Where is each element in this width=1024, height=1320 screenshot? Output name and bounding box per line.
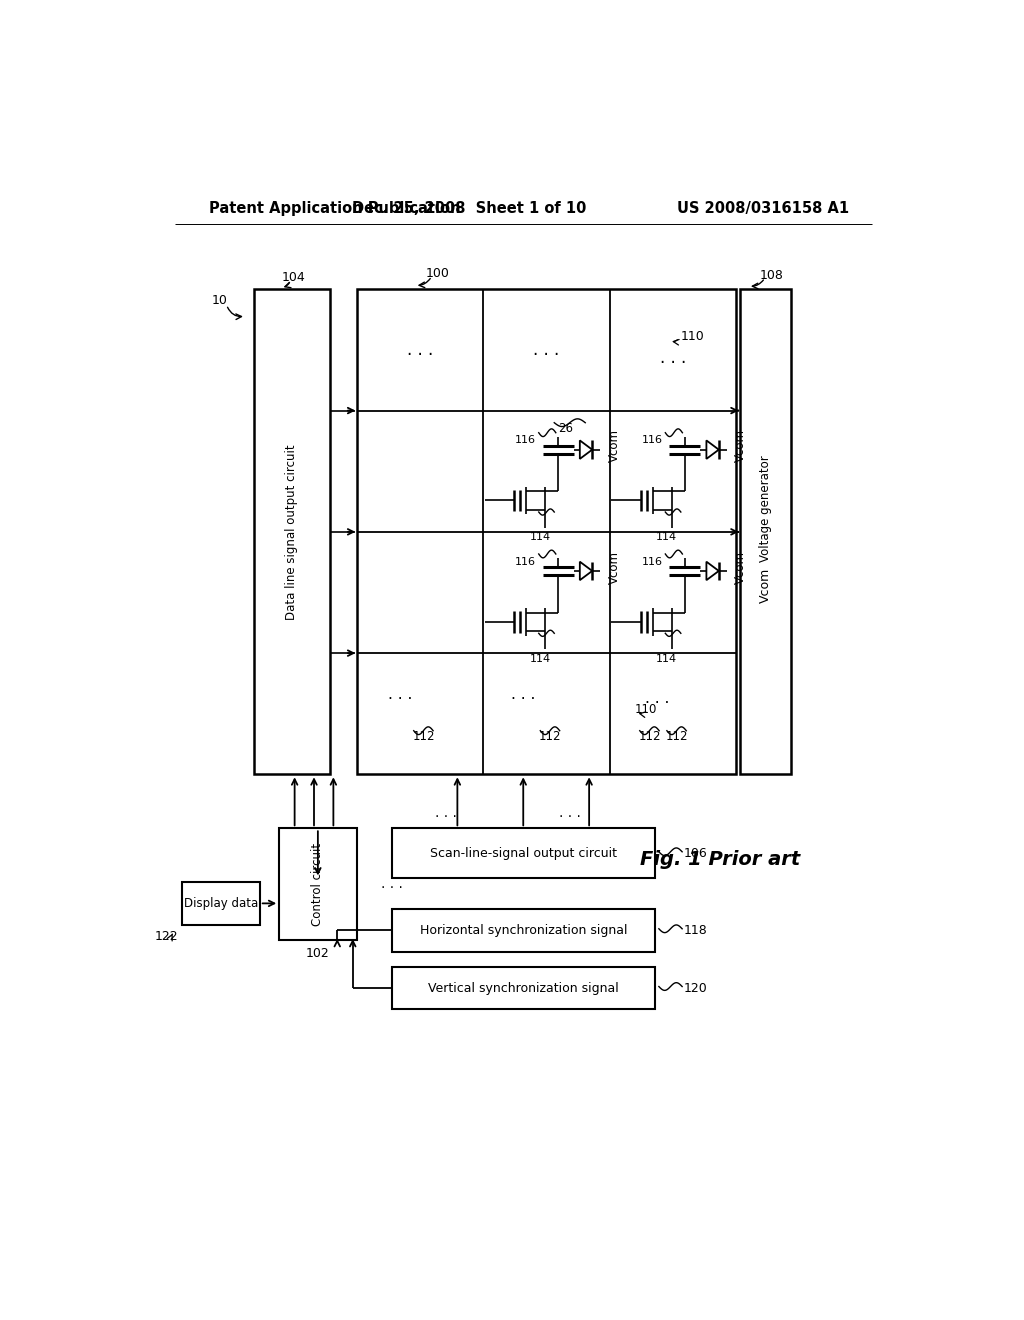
Text: Patent Application Publication: Patent Application Publication	[209, 201, 461, 216]
Text: Voltage generator: Voltage generator	[759, 455, 772, 562]
Text: 102: 102	[306, 948, 330, 961]
Bar	[391, 829, 655, 878]
Text: . . .: . . .	[381, 876, 402, 891]
Text: Horizontal synchronization signal: Horizontal synchronization signal	[420, 924, 627, 937]
Text: Vcom: Vcom	[759, 568, 772, 603]
Text: 118: 118	[683, 924, 708, 937]
Text: 112: 112	[413, 730, 435, 743]
Text: . . .: . . .	[511, 686, 536, 702]
Bar	[391, 909, 655, 952]
Text: Data line signal output circuit: Data line signal output circuit	[285, 444, 298, 619]
Text: 114: 114	[529, 532, 551, 543]
Text: . . .: . . .	[388, 686, 413, 702]
Bar	[356, 289, 736, 775]
Bar	[280, 829, 356, 940]
Text: 112: 112	[639, 730, 662, 743]
Bar	[182, 882, 260, 924]
Text: Vcom: Vcom	[734, 550, 748, 583]
Text: 120: 120	[683, 982, 708, 994]
Bar	[254, 289, 330, 775]
Text: 108: 108	[760, 269, 783, 282]
Text: 100: 100	[426, 268, 450, 280]
Text: Display data: Display data	[184, 896, 258, 909]
Text: Scan-line-signal output circuit: Scan-line-signal output circuit	[430, 847, 616, 859]
Text: 116: 116	[642, 436, 663, 445]
Text: Fig. 1 Prior art: Fig. 1 Prior art	[640, 850, 800, 869]
Text: Vcom: Vcom	[734, 429, 748, 462]
Text: . . .: . . .	[559, 807, 581, 820]
Text: 10: 10	[212, 294, 227, 308]
Text: Dec. 25, 2008  Sheet 1 of 10: Dec. 25, 2008 Sheet 1 of 10	[352, 201, 586, 216]
Text: Vertical synchronization signal: Vertical synchronization signal	[428, 982, 618, 994]
Text: Vcom: Vcom	[607, 550, 621, 583]
Bar	[740, 289, 791, 775]
Text: 114: 114	[656, 653, 678, 664]
Text: . . .: . . .	[407, 341, 433, 359]
Text: . . .: . . .	[645, 690, 670, 706]
Text: Vcom: Vcom	[607, 429, 621, 462]
Text: . . .: . . .	[534, 341, 560, 359]
Text: 26: 26	[558, 422, 573, 436]
Text: . . .: . . .	[659, 348, 686, 367]
Text: US 2008/0316158 A1: US 2008/0316158 A1	[678, 201, 850, 216]
Text: 112: 112	[666, 730, 688, 743]
Text: 110: 110	[681, 330, 705, 343]
Text: 112: 112	[539, 730, 561, 743]
Text: Control circuit: Control circuit	[311, 842, 325, 925]
Text: 116: 116	[515, 436, 537, 445]
Text: 106: 106	[683, 847, 708, 859]
Text: 110: 110	[635, 704, 657, 717]
Text: 114: 114	[529, 653, 551, 664]
Text: 122: 122	[155, 929, 178, 942]
Text: 104: 104	[282, 271, 305, 284]
Text: . . .: . . .	[435, 807, 457, 820]
Text: 114: 114	[656, 532, 678, 543]
Text: 116: 116	[642, 557, 663, 566]
Text: 116: 116	[515, 557, 537, 566]
Bar	[391, 966, 655, 1010]
